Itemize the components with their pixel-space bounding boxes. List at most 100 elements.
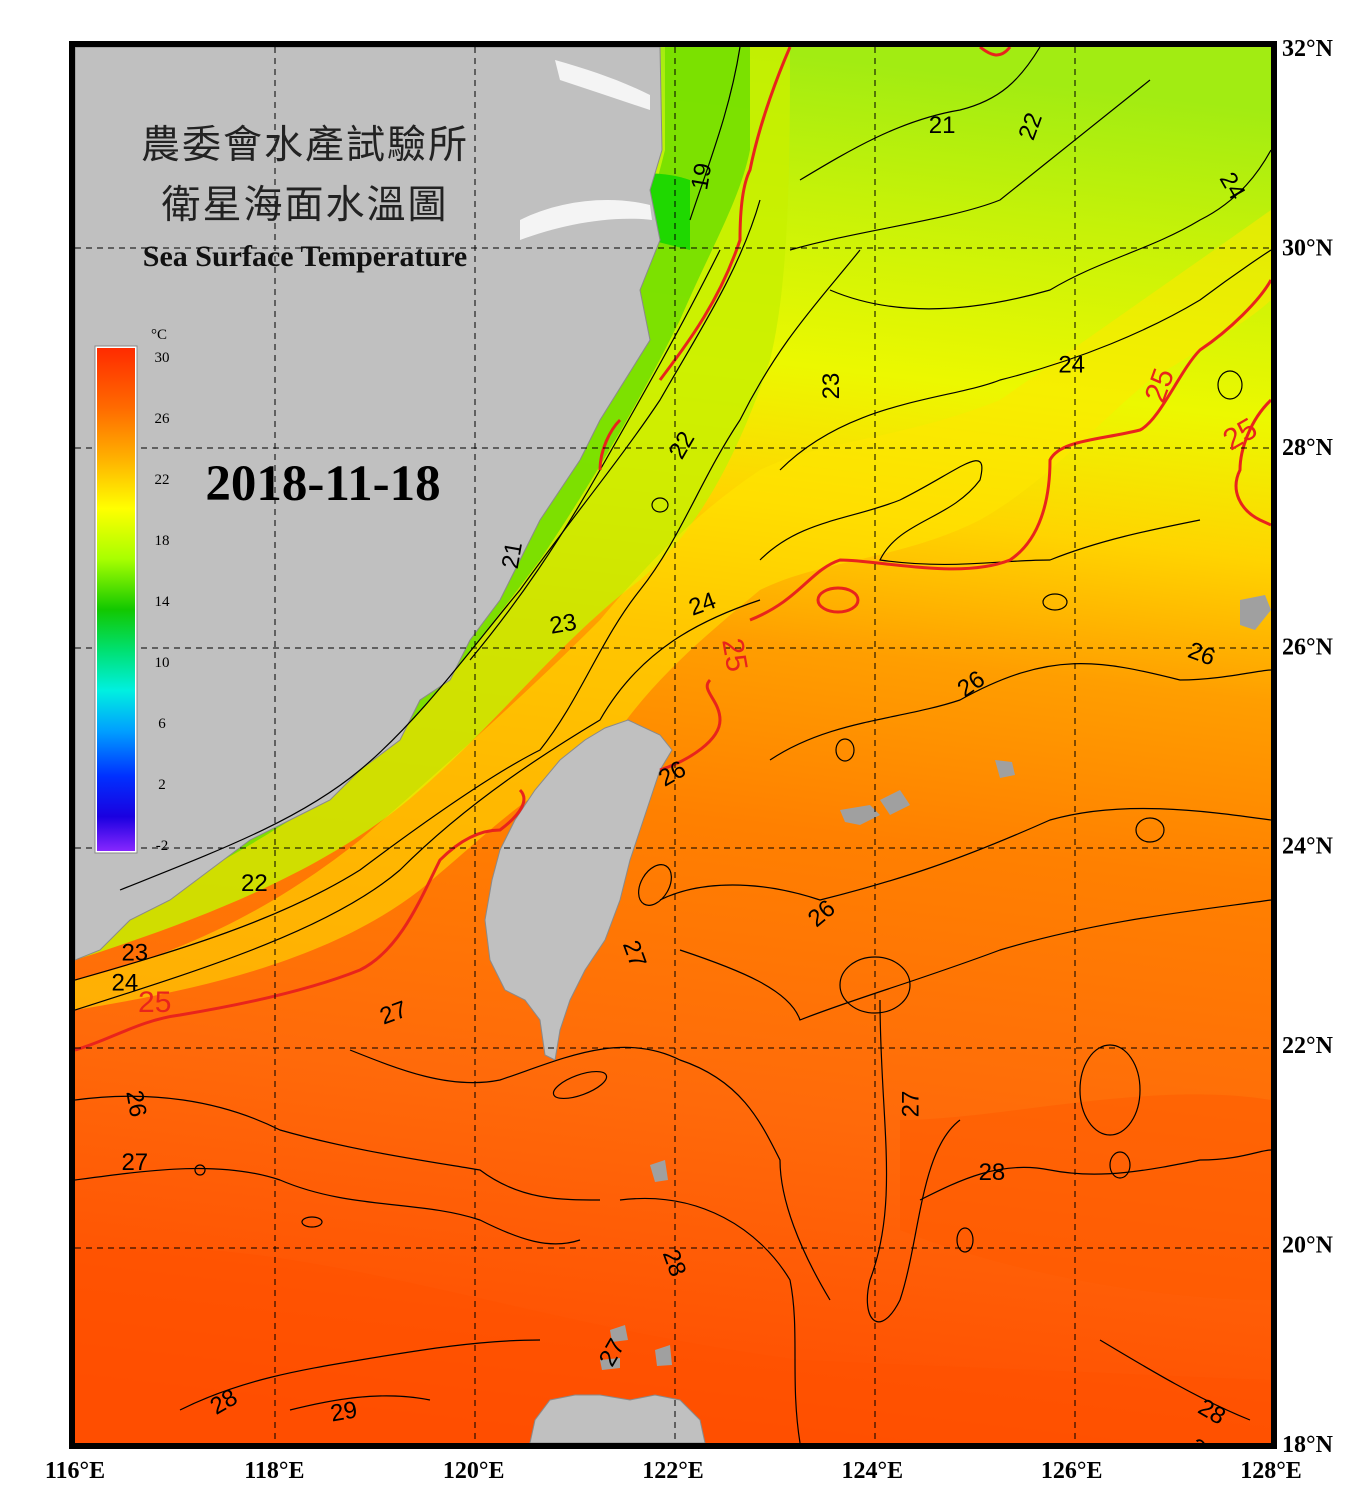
isotherm-loop: [301, 1216, 323, 1228]
isotherm-label: 26: [120, 1088, 151, 1119]
colorbar-tick-label: 30: [155, 350, 170, 366]
latitude-label: 24°N: [1282, 834, 1334, 860]
isotherm-label: 28: [1183, 1433, 1221, 1471]
title-line2: 衛星海面水溫圖: [161, 183, 448, 228]
isotherm-26-mid: [659, 807, 1271, 901]
isotherm-28-center: [619, 1197, 801, 1443]
land-mainland: [75, 47, 663, 961]
colorbar-tick-label: -2: [156, 838, 169, 854]
isotherm-26-south: [679, 899, 1271, 1021]
longitude-label: 128°E: [1240, 1458, 1302, 1484]
colorbar-tick-label: 6: [158, 716, 166, 732]
isotherm-25-west: [75, 788, 526, 1052]
latitude-label: 30°N: [1282, 235, 1334, 261]
isotherm-26-west: [75, 1095, 601, 1201]
colorbar-tick-label: 22: [155, 472, 170, 488]
longitude-label: 116°E: [45, 1458, 105, 1484]
latitude-label: 22°N: [1282, 1033, 1334, 1059]
island: [650, 1160, 668, 1182]
isotherm-loop: [638, 864, 672, 906]
warm-water-region-east: [900, 1094, 1271, 1300]
colorbar-border: [94, 345, 138, 854]
isotherm-28-se: [1099, 1339, 1251, 1421]
isotherm-loop: [651, 497, 669, 513]
isotherm-22: [119, 199, 761, 891]
isotherms: [75, 47, 1271, 1443]
isotherm-20: [689, 47, 741, 221]
latitude-label: 18°N: [1282, 1432, 1334, 1458]
longitude-label: 118°E: [244, 1458, 304, 1484]
island: [1240, 595, 1271, 630]
isotherm-label: 28: [979, 1159, 1006, 1186]
isotherm-25-coast: [598, 418, 622, 471]
isotherm-label: 25: [715, 636, 753, 675]
isotherm-loop: [1135, 817, 1165, 843]
latitude-label: 20°N: [1282, 1233, 1334, 1259]
isotherm-label: 22: [241, 870, 268, 897]
latitude-labels: 32°N 30°N 28°N 26°N 24°N 22°N 20°N 18°N: [1282, 36, 1334, 1458]
isotherm-loop: [956, 1227, 974, 1253]
colorbar-tick-label: 14: [155, 594, 171, 610]
colorbar-unit: °C: [151, 327, 167, 343]
isotherm-29: [289, 1395, 431, 1411]
isotherm-label: 23: [818, 373, 845, 400]
isotherm-28-south: [179, 1339, 541, 1411]
isotherm-loop: [194, 1164, 206, 1176]
colorbar-gradient: [95, 346, 137, 853]
latitude-label: 32°N: [1282, 36, 1334, 62]
latitude-label: 28°N: [1282, 435, 1334, 461]
warm-water-region: [75, 1247, 1271, 1443]
isotherm-loop: [552, 1070, 608, 1100]
graticule: [75, 47, 1271, 1443]
land-taiwan: [484, 719, 673, 1061]
colorbar-tick-label: 18: [155, 533, 170, 549]
isotherm-27-east: [866, 999, 961, 1323]
isotherm-label: 21: [929, 112, 956, 139]
longitude-label: 122°E: [642, 1458, 704, 1484]
colorbar: °C 30 26 22 18 14 10 6 2 -2: [94, 327, 171, 854]
isotherm-27-west: [75, 1167, 581, 1245]
map-frame: [69, 41, 1277, 1449]
isotherm-label: 27: [121, 1149, 148, 1176]
colorbar-tick-label: 10: [155, 655, 170, 671]
isotherm-label: 23: [121, 940, 148, 967]
estuary-north: [555, 60, 650, 110]
isotherm-label: 19: [686, 161, 717, 192]
isotherm-25-loop: [816, 586, 860, 614]
isotherm-25-taiwan: [659, 678, 722, 772]
longitude-label: 120°E: [443, 1458, 505, 1484]
island: [600, 1358, 620, 1370]
isotherm-27: [349, 1046, 831, 1301]
cold-nearshore-strip: [75, 47, 750, 930]
isotherm-label: 27: [898, 1091, 925, 1118]
isotherm-loop: [835, 738, 855, 762]
isotherm-red-north: [979, 47, 1012, 57]
colorbar-tick-label: 26: [155, 411, 171, 427]
isotherm-22-north: [789, 79, 1151, 251]
isotherm-23-north: [829, 149, 1271, 310]
isotherm-label: 23: [548, 609, 579, 640]
island: [610, 1325, 628, 1342]
island: [880, 790, 910, 815]
isotherm-23: [75, 249, 861, 981]
longitude-label: 124°E: [842, 1458, 904, 1484]
isotherm-21-north: [799, 47, 1041, 181]
island: [995, 760, 1015, 778]
longitude-label: 126°E: [1041, 1458, 1103, 1484]
isotherm-loop: [1109, 1151, 1131, 1179]
longitude-labels: 116°E 118°E 120°E 122°E 124°E 126°E 128°E: [45, 1458, 1302, 1484]
isotherm-25: [759, 460, 1201, 566]
transition-band: [75, 210, 1271, 1010]
latitude-label: 26°N: [1282, 634, 1334, 660]
isotherm-24-north: [779, 249, 1271, 471]
isotherm-label: 25: [138, 986, 171, 1019]
isotherm-label: 29: [328, 1396, 359, 1427]
isotherm-label: 21: [497, 540, 528, 571]
isotherm-loop: [1042, 593, 1068, 611]
isotherm-25-red: [75, 47, 1271, 1052]
isotherm-label: 24: [1058, 351, 1085, 378]
isotherm-26-east: [769, 663, 1271, 761]
colorbar-tick-label: 2: [158, 777, 166, 793]
isotherm-25-east: [749, 279, 1271, 622]
